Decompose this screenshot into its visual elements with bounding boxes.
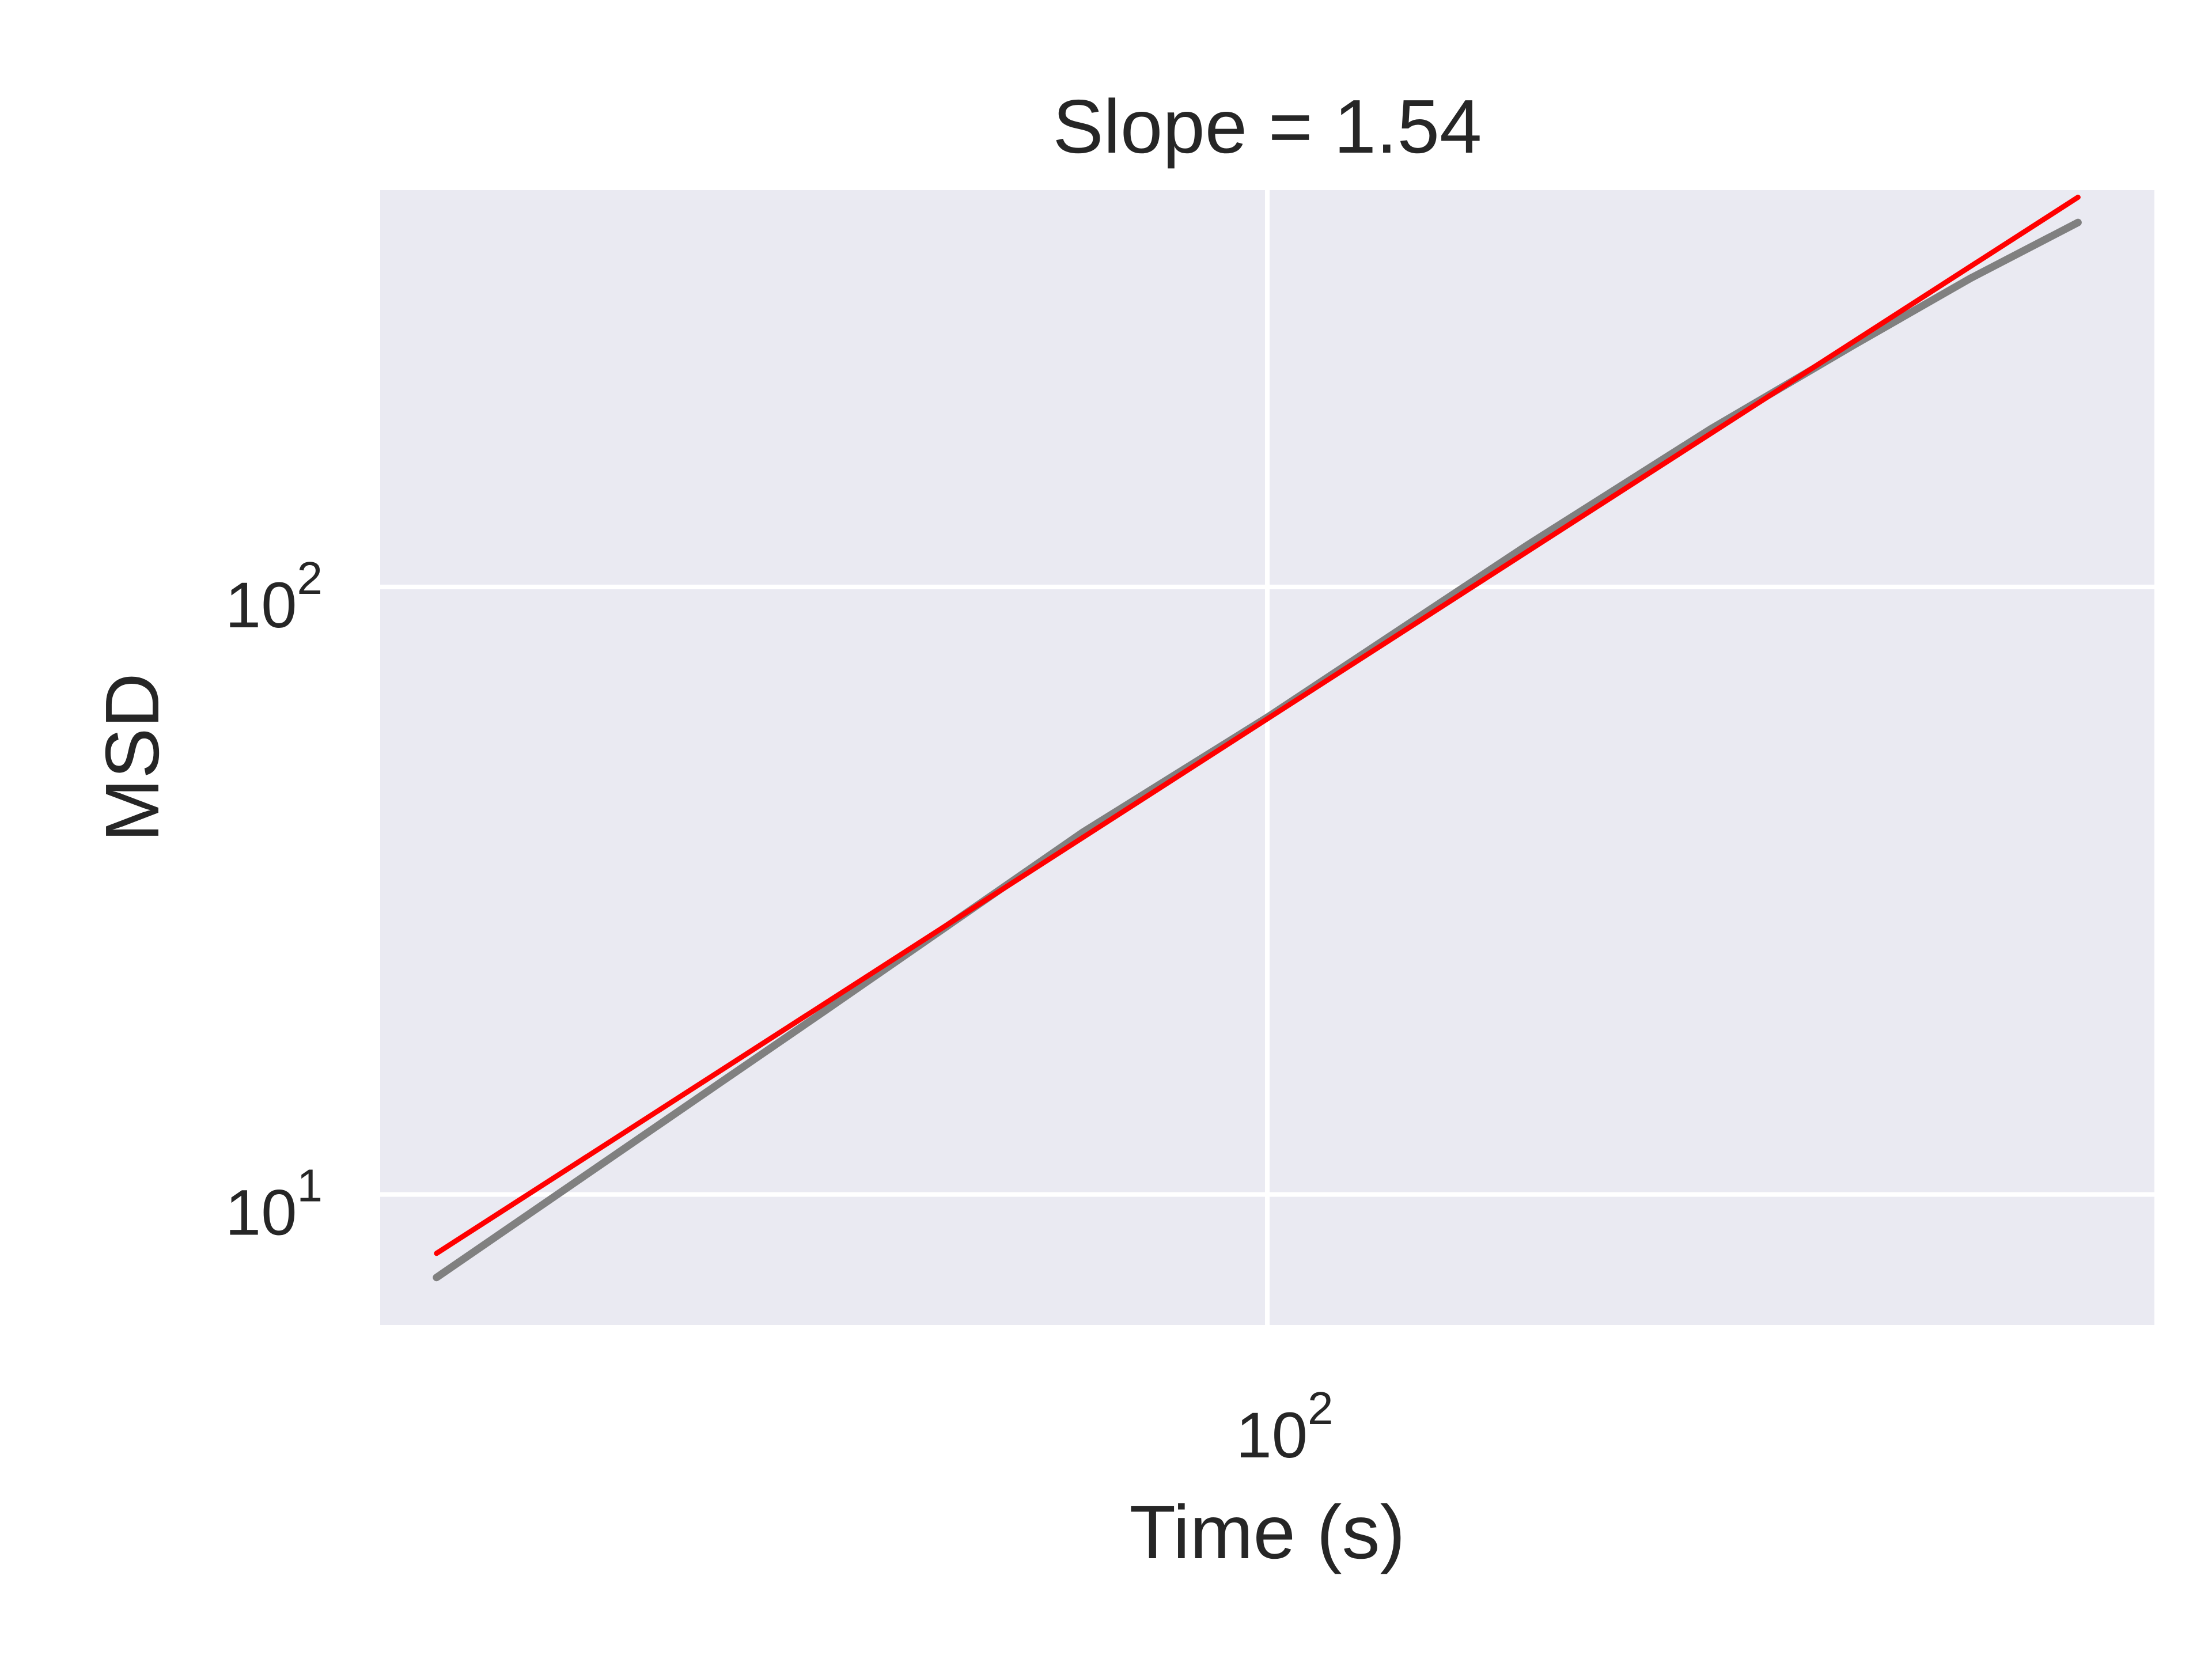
x-axis-label: Time (s) bbox=[1129, 1490, 1405, 1574]
chart-title: Slope = 1.54 bbox=[1053, 84, 1482, 169]
y-tick-label: 101 bbox=[225, 1160, 323, 1249]
data-series-line bbox=[433, 218, 2082, 1282]
tick-labels: 102 101 102 bbox=[225, 552, 1334, 1471]
x-tick-label: 102 bbox=[1236, 1382, 1333, 1471]
y-tick-label: 102 bbox=[225, 552, 323, 641]
grid-lines bbox=[380, 190, 2154, 1325]
series-lines bbox=[433, 194, 2082, 1282]
fit-series-line bbox=[434, 194, 2081, 1256]
y-axis-label: MSD bbox=[90, 673, 175, 842]
